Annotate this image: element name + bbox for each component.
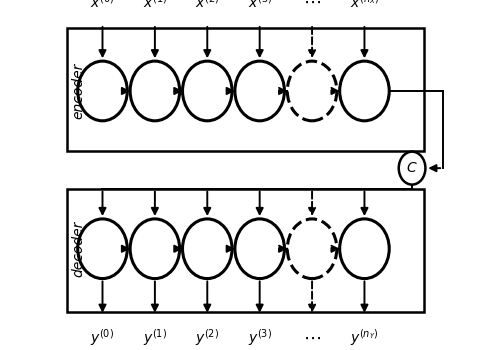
Text: $x^{(3)}$: $x^{(3)}$ bbox=[247, 0, 272, 11]
Text: $y^{(1)}$: $y^{(1)}$ bbox=[143, 328, 167, 348]
Ellipse shape bbox=[130, 219, 180, 279]
Ellipse shape bbox=[78, 219, 127, 279]
Text: decoder: decoder bbox=[71, 220, 86, 277]
Ellipse shape bbox=[340, 219, 389, 279]
Ellipse shape bbox=[130, 61, 180, 121]
Text: $x^{(0)}$: $x^{(0)}$ bbox=[90, 0, 115, 11]
Text: $y^{(2)}$: $y^{(2)}$ bbox=[195, 328, 219, 348]
Text: $x^{(1)}$: $x^{(1)}$ bbox=[143, 0, 167, 11]
Text: $x^{(n_X)}$: $x^{(n_X)}$ bbox=[350, 0, 379, 11]
Ellipse shape bbox=[287, 61, 337, 121]
Bar bbox=[67, 189, 424, 312]
Text: $y^{(3)}$: $y^{(3)}$ bbox=[248, 328, 272, 348]
Text: $\cdots$: $\cdots$ bbox=[303, 329, 321, 347]
Ellipse shape bbox=[183, 61, 232, 121]
Text: $y^{(n_Y)}$: $y^{(n_Y)}$ bbox=[350, 328, 379, 348]
Ellipse shape bbox=[399, 152, 425, 184]
Ellipse shape bbox=[78, 61, 127, 121]
Text: $C$: $C$ bbox=[406, 161, 418, 175]
Text: $y^{(0)}$: $y^{(0)}$ bbox=[90, 328, 115, 348]
Bar bbox=[67, 28, 424, 151]
Text: $\cdots$: $\cdots$ bbox=[303, 0, 321, 11]
Text: encoder: encoder bbox=[71, 63, 86, 119]
Ellipse shape bbox=[287, 219, 337, 279]
Ellipse shape bbox=[235, 61, 284, 121]
Text: $x^{(2)}$: $x^{(2)}$ bbox=[195, 0, 219, 11]
Ellipse shape bbox=[183, 219, 232, 279]
Ellipse shape bbox=[235, 219, 284, 279]
Ellipse shape bbox=[340, 61, 389, 121]
